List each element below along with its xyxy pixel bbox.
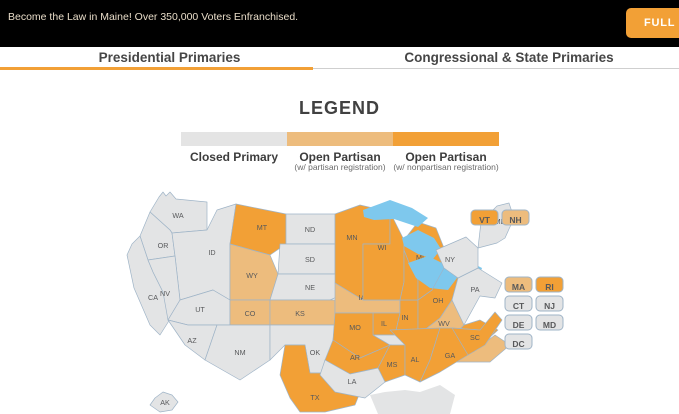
- svg-text:AZ: AZ: [187, 336, 197, 345]
- svg-text:MS: MS: [387, 360, 398, 369]
- svg-text:NH: NH: [509, 215, 521, 225]
- svg-text:OK: OK: [310, 348, 321, 357]
- svg-text:ND: ND: [305, 225, 315, 234]
- svg-text:SC: SC: [470, 333, 480, 342]
- svg-text:WV: WV: [438, 319, 450, 328]
- svg-text:IN: IN: [401, 313, 408, 322]
- svg-text:OR: OR: [158, 241, 169, 250]
- svg-text:AL: AL: [411, 355, 420, 364]
- svg-text:PA: PA: [470, 285, 479, 294]
- svg-text:AK: AK: [160, 398, 170, 407]
- svg-text:WI: WI: [378, 243, 387, 252]
- svg-text:IL: IL: [381, 319, 387, 328]
- svg-text:OH: OH: [433, 296, 444, 305]
- svg-text:NY: NY: [445, 255, 455, 264]
- svg-text:SD: SD: [305, 255, 315, 264]
- svg-text:ID: ID: [208, 248, 215, 257]
- svg-text:TX: TX: [310, 393, 319, 402]
- svg-text:CT: CT: [513, 301, 525, 311]
- svg-text:NJ: NJ: [544, 301, 555, 311]
- svg-text:VT: VT: [479, 215, 491, 225]
- svg-text:NV: NV: [160, 289, 170, 298]
- svg-text:MO: MO: [349, 323, 361, 332]
- svg-text:NM: NM: [234, 348, 245, 357]
- svg-text:WA: WA: [172, 211, 184, 220]
- svg-text:WY: WY: [246, 271, 258, 280]
- svg-text:NE: NE: [305, 283, 315, 292]
- svg-text:LA: LA: [348, 377, 357, 386]
- svg-text:MD: MD: [543, 320, 556, 330]
- svg-text:MN: MN: [346, 233, 357, 242]
- svg-text:GA: GA: [445, 351, 456, 360]
- svg-text:RI: RI: [545, 282, 554, 292]
- svg-text:DC: DC: [512, 339, 524, 349]
- svg-text:UT: UT: [195, 305, 205, 314]
- svg-text:DE: DE: [513, 320, 525, 330]
- svg-text:CO: CO: [245, 309, 256, 318]
- svg-text:AR: AR: [350, 353, 360, 362]
- svg-text:CA: CA: [148, 293, 158, 302]
- svg-text:MA: MA: [512, 282, 525, 292]
- svg-text:KS: KS: [295, 309, 305, 318]
- svg-text:MT: MT: [257, 223, 268, 232]
